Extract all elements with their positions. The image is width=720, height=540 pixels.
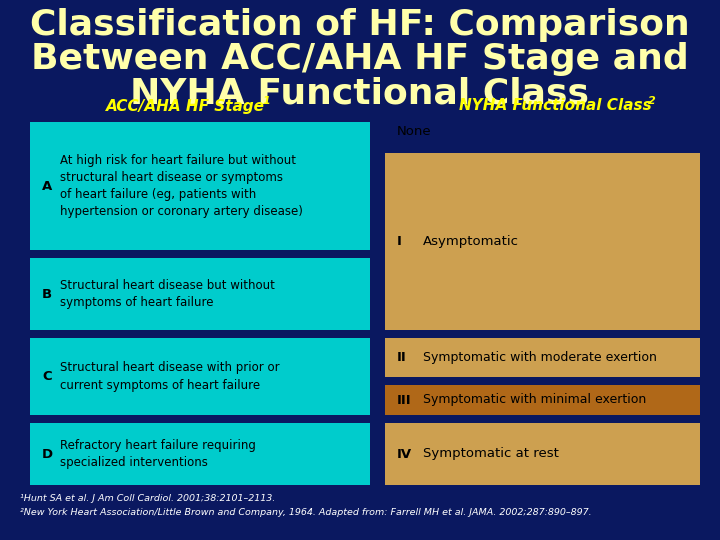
Text: A: A [42,179,53,192]
Text: III: III [397,394,412,407]
Text: ¹Hunt SA et al. J Am Coll Cardiol. 2001;38:2101–2113.: ¹Hunt SA et al. J Am Coll Cardiol. 2001;… [20,494,275,503]
Text: Refractory heart failure requiring
specialized interventions: Refractory heart failure requiring speci… [60,439,256,469]
Bar [385,423,700,485]
Bar [385,385,700,415]
Text: 1: 1 [263,96,271,106]
Text: Symptomatic at rest: Symptomatic at rest [423,448,559,461]
Text: Between ACC/AHA HF Stage and: Between ACC/AHA HF Stage and [31,42,689,76]
Text: Structural heart disease but without
symptoms of heart failure: Structural heart disease but without sym… [60,279,275,309]
Text: II: II [397,351,407,364]
Bar [385,153,700,330]
Text: C: C [42,370,52,383]
Text: Asymptomatic: Asymptomatic [423,235,519,248]
Text: ²New York Heart Association/Little Brown and Company, 1964. Adapted from: Farrel: ²New York Heart Association/Little Brown… [20,508,592,517]
Text: IV: IV [397,448,412,461]
Text: B: B [42,287,52,300]
Bar [30,423,370,485]
Text: None: None [397,125,431,138]
Text: At high risk for heart failure but without
structural heart disease or symptoms
: At high risk for heart failure but witho… [60,154,303,218]
Bar [385,338,700,377]
Text: I: I [397,235,402,248]
Text: Classification of HF: Comparison: Classification of HF: Comparison [30,8,690,42]
Text: Symptomatic with minimal exertion: Symptomatic with minimal exertion [423,394,647,407]
Text: 2: 2 [648,96,656,106]
Text: Symptomatic with moderate exertion: Symptomatic with moderate exertion [423,351,657,364]
Bar [30,122,370,250]
Text: D: D [42,448,53,461]
Text: Structural heart disease with prior or
current symptoms of heart failure: Structural heart disease with prior or c… [60,361,279,392]
Text: NYHA Functional Class: NYHA Functional Class [130,76,590,110]
Bar [30,258,370,330]
Bar [30,338,370,415]
Text: NYHA Functional Class: NYHA Functional Class [459,98,652,113]
Text: ACC/AHA HF Stage: ACC/AHA HF Stage [106,98,264,113]
